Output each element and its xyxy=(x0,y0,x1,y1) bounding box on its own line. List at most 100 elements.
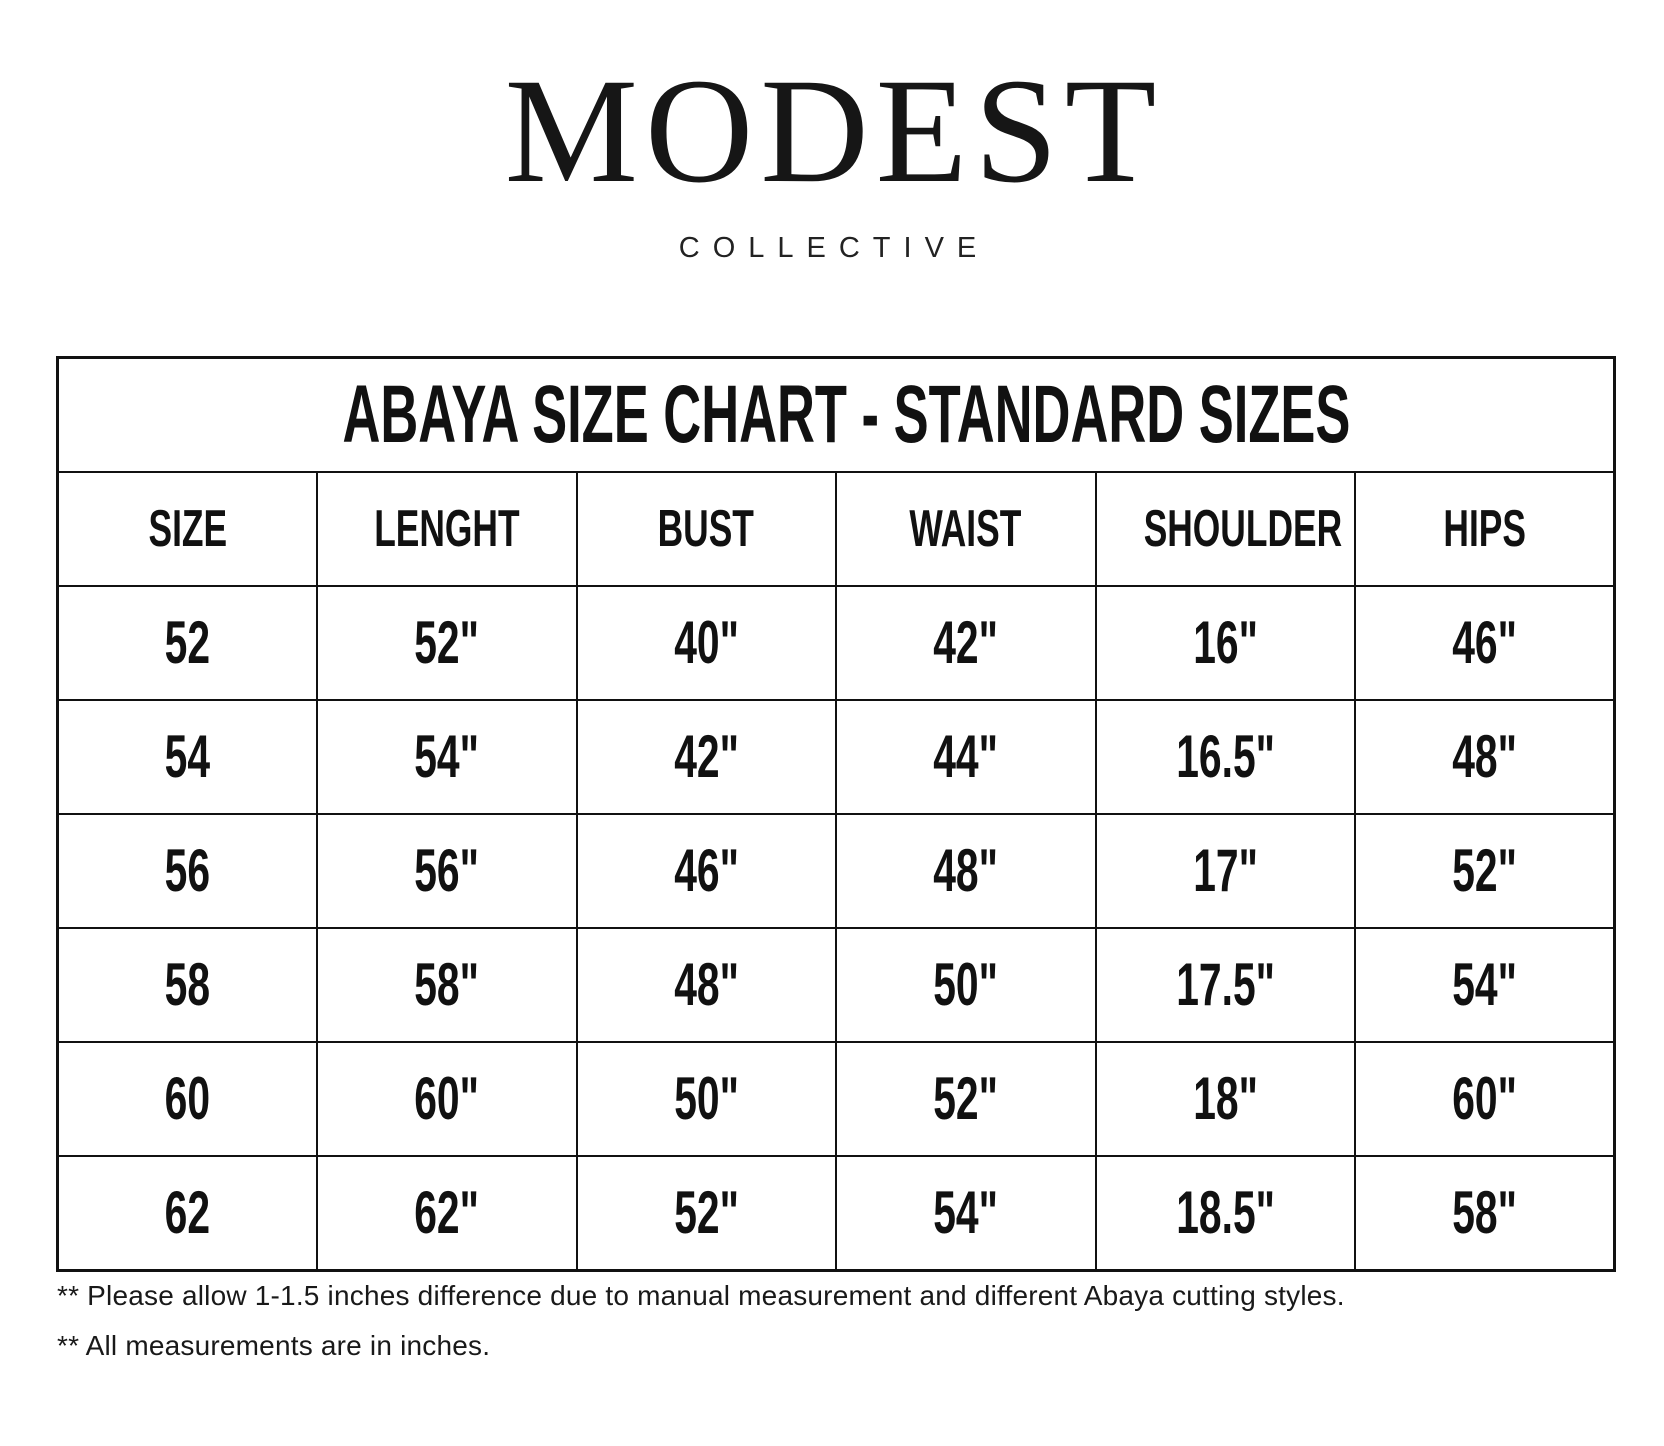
cell-value: 46" xyxy=(673,837,739,904)
size-cell: 17.5" xyxy=(1094,927,1356,1043)
size-cell: 40" xyxy=(575,585,837,701)
cell-value: 60" xyxy=(1452,1065,1517,1132)
cell-value: 56" xyxy=(414,837,480,904)
size-cell: 48" xyxy=(835,813,1097,929)
column-header-size: SIZE xyxy=(56,471,318,587)
column-header-label: WAIST xyxy=(909,500,1022,558)
size-cell: 17" xyxy=(1094,813,1356,929)
column-header-bust: BUST xyxy=(575,471,837,587)
size-cell: 54" xyxy=(1354,927,1616,1043)
table-row: 62 62" 52" 54" 18.5" 58" xyxy=(56,1155,1616,1272)
cell-value: 54" xyxy=(414,723,480,790)
size-cell: 54 xyxy=(56,699,318,815)
size-cell: 52 xyxy=(56,585,318,701)
cell-value: 40" xyxy=(673,609,739,676)
size-cell: 44" xyxy=(835,699,1097,815)
cell-value: 18" xyxy=(1192,1065,1258,1132)
brand-name: MODEST xyxy=(504,48,1164,214)
size-cell: 60 xyxy=(56,1041,318,1157)
cell-value: 46" xyxy=(1452,609,1517,676)
cell-value: 52 xyxy=(164,609,211,676)
cell-value: 54" xyxy=(933,1179,999,1246)
footnote-units: ** All measurements are in inches. xyxy=(57,1330,491,1362)
cell-value: 52" xyxy=(933,1065,999,1132)
size-cell: 50" xyxy=(835,927,1097,1043)
table-row: 54 54" 42" 44" 16.5" 48" xyxy=(56,699,1616,815)
cell-value: 48" xyxy=(673,951,739,1018)
table-title: ABAYA SIZE CHART - STANDARD SIZES xyxy=(342,369,1351,460)
cell-value: 58 xyxy=(164,951,211,1018)
cell-value: 54 xyxy=(164,723,211,790)
column-header-hips: HIPS xyxy=(1354,471,1616,587)
size-cell: 46" xyxy=(575,813,837,929)
size-cell: 58" xyxy=(1354,1155,1616,1272)
footnote-measurement-tolerance: ** Please allow 1-1.5 inches difference … xyxy=(57,1280,1345,1311)
cell-value: 52" xyxy=(673,1179,739,1246)
size-cell: 56 xyxy=(56,813,318,929)
size-chart-table: ABAYA SIZE CHART - STANDARD SIZES SIZE L… xyxy=(56,356,1616,1272)
cell-value: 17" xyxy=(1192,837,1258,904)
cell-value: 44" xyxy=(933,723,999,790)
cell-value: 42" xyxy=(933,609,999,676)
size-cell: 42" xyxy=(575,699,837,815)
cell-value: 48" xyxy=(933,837,999,904)
table-head: ABAYA SIZE CHART - STANDARD SIZES SIZE L… xyxy=(56,356,1616,587)
size-cell: 62" xyxy=(316,1155,578,1272)
size-cell: 54" xyxy=(316,699,578,815)
size-cell: 60" xyxy=(1354,1041,1616,1157)
size-cell: 62 xyxy=(56,1155,318,1272)
cell-value: 50" xyxy=(933,951,999,1018)
size-cell: 48" xyxy=(1354,699,1616,815)
size-cell: 52" xyxy=(575,1155,837,1272)
cell-value: 18.5" xyxy=(1175,1179,1275,1246)
table-row: 56 56" 46" 48" 17" 52" xyxy=(56,813,1616,929)
column-header-shoulder: SHOULDER xyxy=(1094,471,1356,587)
cell-value: 62" xyxy=(414,1179,480,1246)
size-cell: 18.5" xyxy=(1094,1155,1356,1272)
cell-value: 56 xyxy=(164,837,211,904)
cell-value: 52" xyxy=(414,609,480,676)
size-cell: 58 xyxy=(56,927,318,1043)
column-header-label: SHOULDER xyxy=(1143,500,1342,558)
size-cell: 54" xyxy=(835,1155,1097,1272)
column-header-length: LENGHT xyxy=(316,471,578,587)
cell-value: 58" xyxy=(1452,1179,1517,1246)
cell-value: 17.5" xyxy=(1175,951,1275,1018)
cell-value: 42" xyxy=(673,723,739,790)
table-row: 52 52" 40" 42" 16" 46" xyxy=(56,585,1616,701)
table-row: 60 60" 50" 52" 18" 60" xyxy=(56,1041,1616,1157)
cell-value: 54" xyxy=(1452,951,1517,1018)
cell-value: 60 xyxy=(164,1065,211,1132)
cell-value: 62 xyxy=(164,1179,211,1246)
cell-value: 60" xyxy=(414,1065,480,1132)
size-cell: 52" xyxy=(835,1041,1097,1157)
footnotes: ** Please allow 1-1.5 inches difference … xyxy=(57,1281,1345,1382)
size-cell: 42" xyxy=(835,585,1097,701)
cell-value: 50" xyxy=(673,1065,739,1132)
size-cell: 58" xyxy=(316,927,578,1043)
size-cell: 52" xyxy=(1354,813,1616,929)
cell-value: 52" xyxy=(1452,837,1517,904)
cell-value: 58" xyxy=(414,951,480,1018)
column-header-waist: WAIST xyxy=(835,471,1097,587)
size-cell: 18" xyxy=(1094,1041,1356,1157)
size-chart-body: 52 52" 40" 42" 16" 46" 54 54" 42" 44" 16.5" 48" 56 56… xyxy=(56,585,1616,1272)
column-header-label: LENGHT xyxy=(374,500,520,558)
column-header-label: SIZE xyxy=(148,500,227,558)
size-cell: 46" xyxy=(1354,585,1616,701)
brand-subtitle: COLLECTIVE xyxy=(678,232,990,264)
size-cell: 56" xyxy=(316,813,578,929)
cell-value: 48" xyxy=(1452,723,1517,790)
table-title-row: ABAYA SIZE CHART - STANDARD SIZES xyxy=(56,356,1616,473)
size-cell: 48" xyxy=(575,927,837,1043)
table-header-row: SIZE LENGHT BUST WAIST SHOULDER HIPS xyxy=(56,471,1616,587)
column-header-label: HIPS xyxy=(1443,500,1526,558)
column-header-label: BUST xyxy=(658,500,755,558)
size-cell: 52" xyxy=(316,585,578,701)
cell-value: 16.5" xyxy=(1175,723,1275,790)
table-title-cell: ABAYA SIZE CHART - STANDARD SIZES xyxy=(56,356,1616,473)
size-cell: 16.5" xyxy=(1094,699,1356,815)
size-cell: 16" xyxy=(1094,585,1356,701)
size-cell: 50" xyxy=(575,1041,837,1157)
